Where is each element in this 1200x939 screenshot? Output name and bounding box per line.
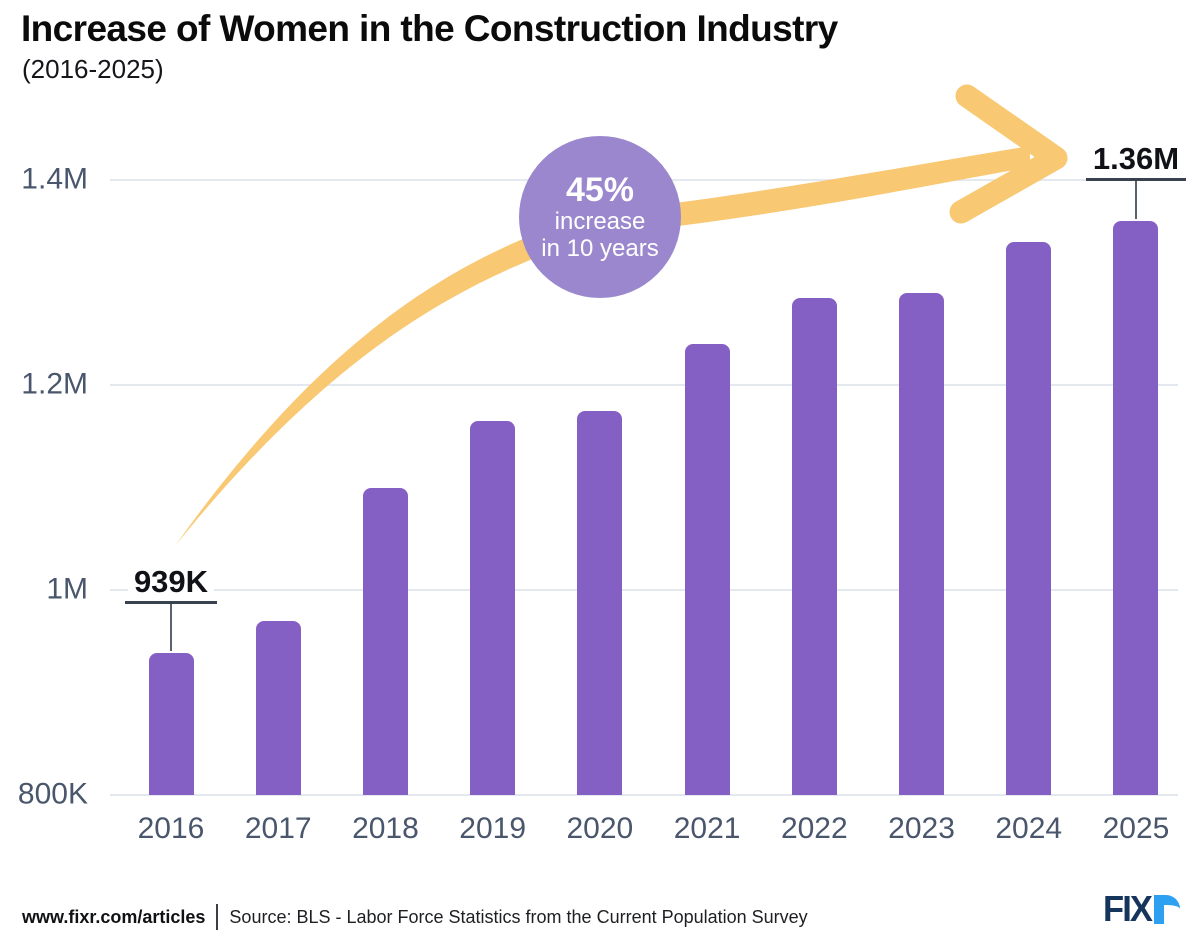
footer-source-text: Source: BLS - Labor Force Statistics fro… [229, 906, 808, 927]
bar-2022 [791, 297, 837, 795]
badge-line2: in 10 years [541, 235, 659, 263]
x-axis-label-2021: 2021 [673, 812, 741, 845]
bar-2018 [362, 487, 408, 795]
bar-2017 [255, 620, 301, 795]
callout-939k-rule [125, 600, 217, 604]
x-axis-label-2019: 2019 [459, 812, 527, 845]
badge-line1: increase [554, 208, 646, 236]
footer-site-url: www.fixr.com/articles [22, 906, 206, 927]
callout-1-36m-label: 1.36M [1086, 142, 1186, 176]
bar-2019 [470, 420, 516, 795]
y-axis-label-1.2m: 1.2M [21, 367, 88, 401]
bar-2021 [684, 344, 730, 795]
y-axis-label-1m: 1M [46, 572, 88, 606]
callout-939k-label: 939K [127, 565, 215, 599]
callout-1-36m-stem [1134, 180, 1137, 219]
callout-1-36m-rule [1085, 177, 1186, 181]
gridline-1m [110, 589, 1178, 591]
footer: www.fixr.com/articles Source: BLS - Labo… [22, 902, 808, 932]
callout-939k-stem [170, 603, 172, 652]
increase-badge: 45% increase in 10 years [519, 136, 681, 298]
gridline-800k [110, 794, 1178, 796]
bar-2024 [1006, 241, 1052, 795]
x-axis-label-2016: 2016 [137, 812, 205, 845]
page-title: Increase of Women in the Construction In… [21, 8, 838, 49]
y-axis-label-1.4m: 1.4M [21, 162, 88, 196]
bar-2020 [577, 410, 623, 795]
x-axis-label-2024: 2024 [995, 812, 1063, 845]
bar-2023 [899, 292, 945, 795]
bar-2025 [1113, 221, 1159, 795]
x-axis-label-2017: 2017 [244, 812, 312, 845]
x-axis-label-2022: 2022 [780, 812, 848, 845]
callout-939k: 939K [116, 565, 226, 652]
footer-separator [216, 904, 219, 930]
x-axis-label-2025: 2025 [1102, 812, 1170, 845]
fixr-logo: FIX [1101, 888, 1180, 929]
badge-percent: 45% [565, 171, 635, 210]
bar-2016 [148, 652, 194, 795]
y-axis-label-800k: 800K [17, 777, 88, 811]
x-axis-label-2018: 2018 [352, 812, 419, 845]
x-axis-label-2023: 2023 [888, 812, 955, 845]
x-axis-label-2020: 2020 [566, 812, 634, 845]
callout-1-36m: 1.36M [1076, 142, 1196, 219]
fixr-logo-fix-text: FIX [1102, 888, 1153, 929]
fixr-logo-r-icon [1154, 895, 1180, 924]
page-subtitle: (2016-2025) [22, 54, 164, 84]
